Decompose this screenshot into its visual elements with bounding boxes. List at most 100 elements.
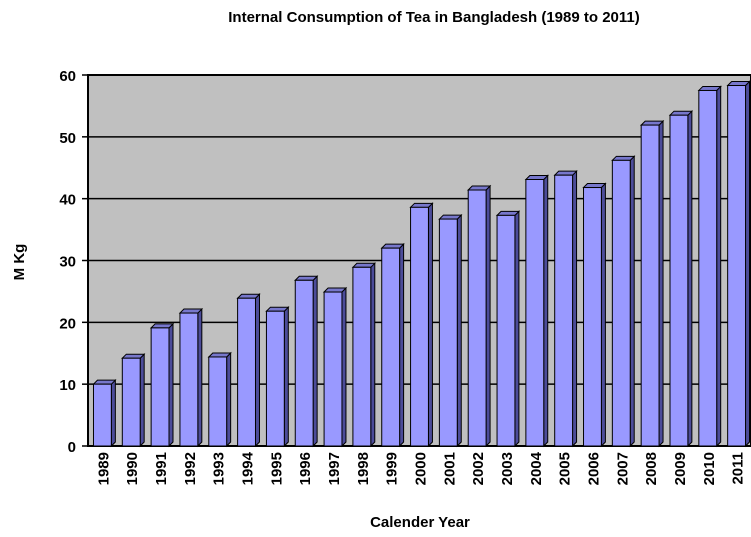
bar	[727, 85, 747, 447]
bar-side	[254, 293, 260, 448]
bar-side	[572, 169, 578, 448]
chart-title: Internal Consumption of Tea in Banglades…	[228, 9, 639, 26]
bar-side	[370, 262, 376, 448]
bar	[92, 383, 112, 447]
x-tick-label: 1998	[355, 452, 372, 485]
bar	[294, 279, 314, 447]
y-tick-label: 0	[68, 439, 76, 456]
y-tick-label: 50	[59, 130, 76, 147]
x-tick-label: 1999	[384, 452, 401, 485]
x-tick-label: 2011	[730, 452, 747, 485]
bar-side	[399, 242, 405, 448]
x-tick-label: 1997	[326, 452, 343, 485]
x-tick-label: 2002	[470, 452, 487, 485]
x-tick-label: 1993	[211, 452, 228, 485]
bar-side	[514, 210, 520, 448]
y-axis-label: M Kg	[11, 244, 28, 281]
bar	[237, 297, 256, 447]
bar-top	[553, 170, 578, 176]
bar	[179, 312, 199, 447]
bar-side	[716, 85, 722, 448]
y-tick-label: 20	[59, 315, 76, 332]
x-tick-label: 2005	[557, 452, 574, 485]
bar-side	[629, 155, 635, 448]
bar	[525, 178, 545, 447]
bar	[121, 357, 141, 447]
bar-side	[139, 352, 145, 448]
bar-top	[467, 185, 492, 191]
x-tick-label: 2008	[643, 452, 660, 485]
x-tick-label: 1996	[297, 452, 314, 485]
bar	[554, 174, 574, 447]
bar-top	[611, 155, 636, 161]
bar-side	[341, 286, 347, 448]
x-tick-label: 1991	[153, 452, 170, 485]
bar-side	[197, 307, 203, 448]
bar-side	[283, 305, 289, 448]
bar-top	[668, 110, 694, 116]
bar	[467, 189, 487, 447]
bar-side	[600, 182, 606, 448]
bar-top	[697, 85, 722, 91]
bar	[208, 356, 228, 447]
bar-side	[658, 119, 664, 448]
bar	[496, 214, 516, 447]
bar-top	[236, 293, 261, 299]
bar-top	[495, 210, 521, 216]
bar	[410, 206, 429, 447]
bar	[611, 159, 631, 447]
y-tick-label: 30	[59, 254, 76, 271]
bar-side	[456, 213, 462, 448]
x-tick-label: 2007	[614, 452, 631, 485]
bar	[640, 124, 660, 447]
bar-top	[178, 308, 204, 314]
bar-top	[149, 323, 175, 329]
bar-top	[322, 287, 348, 293]
x-tick-label: 2010	[701, 452, 718, 485]
y-tick-label: 10	[59, 377, 76, 394]
bar-side	[427, 202, 433, 448]
bar	[669, 114, 689, 447]
bar	[438, 218, 458, 447]
bar-top	[351, 262, 376, 268]
bar-side	[226, 351, 232, 448]
x-tick-label: 1992	[182, 452, 199, 485]
bar-top	[409, 202, 434, 208]
bar-side	[110, 378, 116, 448]
bar-top	[582, 183, 607, 189]
x-tick-label: 2004	[528, 451, 545, 485]
bar	[265, 310, 285, 447]
x-tick-label: 2003	[499, 452, 516, 485]
bar-side	[745, 80, 751, 448]
y-tick-label: 40	[59, 192, 76, 209]
bar	[352, 266, 372, 447]
x-tick-label: 2006	[585, 452, 602, 485]
x-axis-label: Calender Year	[370, 514, 470, 531]
bar-side	[485, 184, 491, 448]
bar-side	[687, 109, 693, 448]
bar-top	[92, 379, 117, 385]
bar-side	[312, 275, 318, 448]
bar-top	[294, 275, 319, 281]
x-tick-label: 2001	[441, 452, 458, 485]
bar	[150, 327, 170, 447]
bar-top	[207, 352, 232, 358]
bar-top	[121, 353, 146, 359]
bar-top	[380, 243, 405, 249]
x-tick-label: 1989	[95, 452, 112, 485]
bar-side	[168, 322, 174, 448]
y-tick-label: 60	[59, 68, 76, 85]
bar	[381, 247, 401, 447]
bar-top	[639, 120, 665, 126]
bar-side	[543, 174, 549, 448]
x-tick-label: 1990	[124, 452, 141, 485]
x-tick-label: 2009	[672, 452, 689, 485]
bar-top	[726, 81, 751, 87]
x-tick-label: 2000	[413, 452, 430, 485]
bar-top	[265, 306, 290, 312]
bar-top	[438, 214, 463, 220]
bar	[698, 89, 718, 447]
x-tick-label: 1994	[240, 451, 257, 485]
bar-top	[524, 174, 549, 180]
